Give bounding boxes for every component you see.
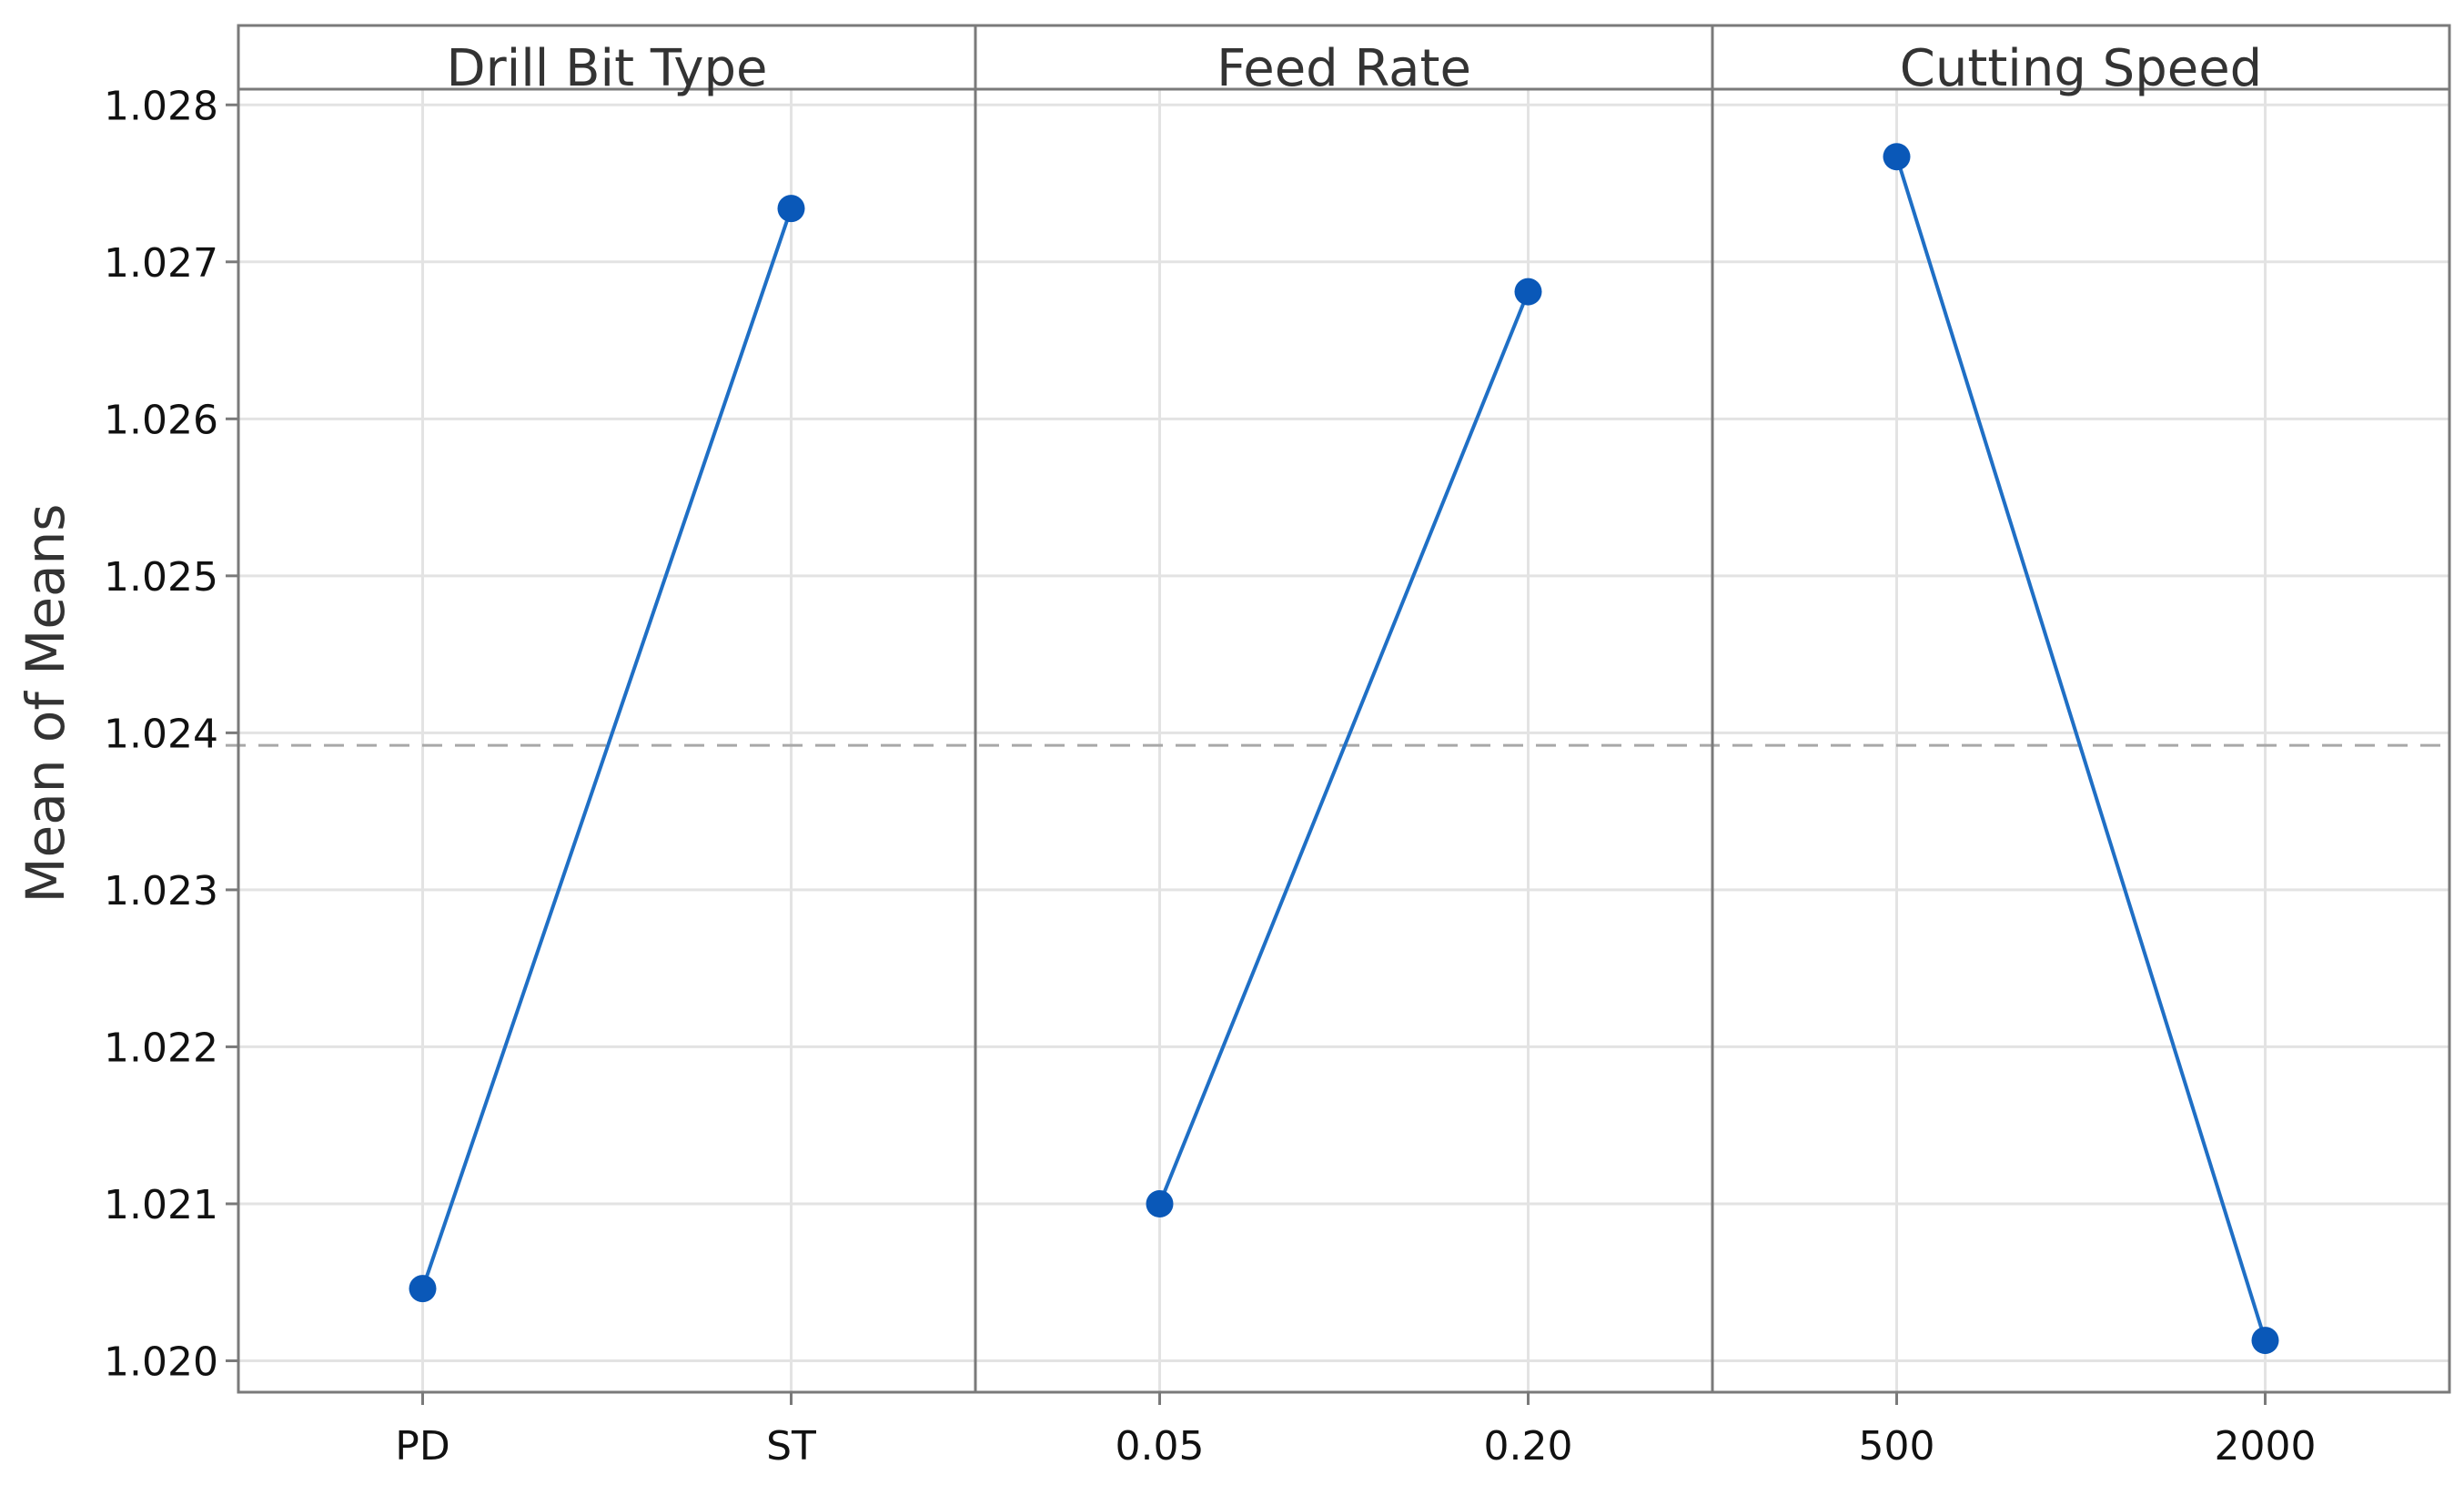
y-tick-label: 1.023 — [104, 868, 218, 914]
x-tick-label: 0.20 — [1484, 1423, 1573, 1470]
x-tick-label: 2000 — [2215, 1423, 2317, 1470]
mark-layer — [409, 143, 2279, 1355]
x-tick-label: 0.05 — [1116, 1423, 1205, 1470]
y-tick-label: 1.024 — [104, 711, 218, 757]
y-tick-label: 1.022 — [104, 1025, 218, 1071]
data-point — [1514, 278, 1542, 306]
frame-layer — [226, 24, 2451, 1405]
data-point — [2251, 1327, 2279, 1355]
y-tick-label: 1.021 — [104, 1182, 218, 1228]
data-point — [409, 1275, 437, 1303]
panel-strip-label: Cutting Speed — [1900, 39, 2262, 98]
label-layer: 1.020 1.021 1.022 1.023 1.024 1.025 1.026 1.027… — [104, 39, 2316, 1470]
x-tick-label: PD — [395, 1423, 449, 1470]
y-tick-label: 1.020 — [104, 1339, 218, 1385]
series-line — [1894, 156, 2267, 1341]
y-tick-label: 1.027 — [104, 240, 218, 287]
data-point — [1883, 143, 1911, 171]
series-line — [420, 207, 793, 1289]
y-tick-label: 1.025 — [104, 554, 218, 601]
y-axis-title: Mean of Means — [15, 503, 76, 903]
series-line — [1157, 290, 1530, 1205]
data-point — [777, 195, 805, 223]
y-tick-label: 1.028 — [104, 83, 218, 129]
x-tick-label: 500 — [1859, 1423, 1935, 1470]
plot-frame — [237, 24, 2451, 1394]
y-tick-label: 1.026 — [104, 397, 218, 443]
panel-strip-label: Feed Rate — [1217, 39, 1471, 98]
x-tick-label: ST — [766, 1423, 816, 1470]
grid-layer — [226, 89, 2449, 1392]
data-point — [1146, 1189, 1174, 1217]
panel-strip-label: Drill Bit Type — [447, 39, 768, 98]
